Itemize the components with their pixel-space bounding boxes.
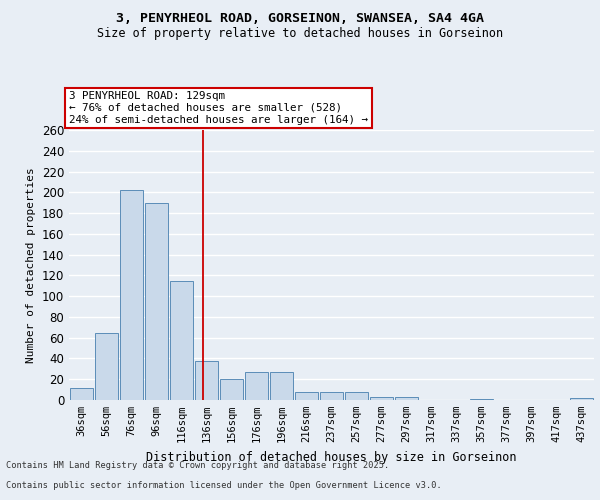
Bar [120,190,143,400]
Bar [245,372,268,400]
Bar [470,399,493,400]
Text: Size of property relative to detached houses in Gorseinon: Size of property relative to detached ho… [97,28,503,40]
Bar [195,360,218,400]
Bar [395,397,418,400]
Text: Contains public sector information licensed under the Open Government Licence v3: Contains public sector information licen… [6,480,442,490]
Bar [70,388,93,400]
Bar [95,332,118,400]
Text: 3, PENYRHEOL ROAD, GORSEINON, SWANSEA, SA4 4GA: 3, PENYRHEOL ROAD, GORSEINON, SWANSEA, S… [116,12,484,26]
Bar [570,398,593,400]
Text: Contains HM Land Registry data © Crown copyright and database right 2025.: Contains HM Land Registry data © Crown c… [6,460,389,469]
Bar [320,392,343,400]
Bar [220,379,243,400]
Bar [295,392,318,400]
Bar [370,397,393,400]
Bar [170,280,193,400]
Bar [345,392,368,400]
Bar [270,372,293,400]
Bar [145,202,168,400]
X-axis label: Distribution of detached houses by size in Gorseinon: Distribution of detached houses by size … [146,450,517,464]
Text: 3 PENYRHEOL ROAD: 129sqm
← 76% of detached houses are smaller (528)
24% of semi-: 3 PENYRHEOL ROAD: 129sqm ← 76% of detach… [69,92,368,124]
Y-axis label: Number of detached properties: Number of detached properties [26,167,36,363]
